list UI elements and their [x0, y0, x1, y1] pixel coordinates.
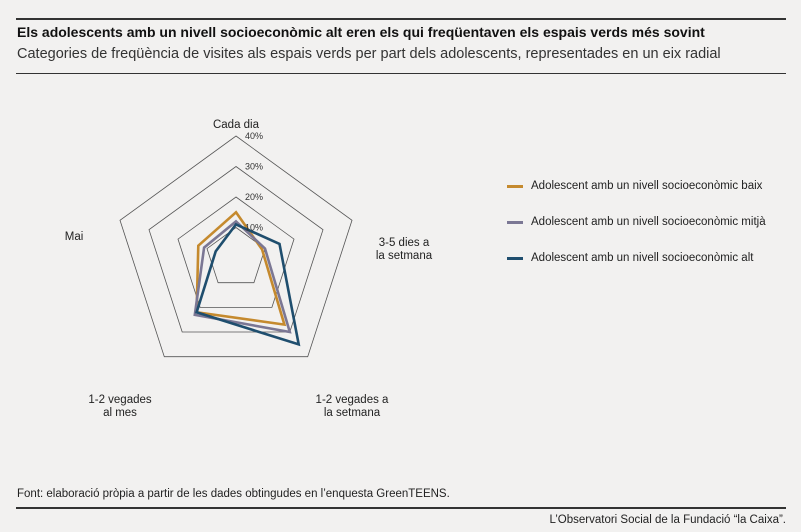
grid-ring-2	[177, 196, 295, 308]
legend-item-alt: Adolescent amb un nivell socioeconòmic a…	[507, 240, 766, 276]
chart-subtitle: Categories de freqüència de visites als …	[17, 46, 721, 62]
footer-rule	[16, 507, 786, 509]
legend-swatch-mitja	[507, 220, 523, 224]
tick-label-4: 40%	[245, 131, 263, 141]
legend-label-baix: Adolescent amb un nivell socioeconòmic b…	[531, 180, 763, 192]
series-line-2	[193, 219, 292, 334]
legend-label-alt: Adolescent amb un nivell socioeconòmic a…	[531, 252, 754, 264]
tick-label-3: 30%	[245, 162, 263, 172]
radar-tick-labels: 10% 20% 30% 40%	[245, 131, 263, 233]
source-note: Font: elaboració pròpia a partir de les …	[17, 488, 450, 500]
credit: L’Observatori Social de la Fundació “la …	[549, 514, 786, 526]
legend-swatch-alt	[507, 256, 523, 260]
radar-axis-labels: Cada dia 3-5 dies a la setmana 1-2 vegades …	[65, 119, 433, 419]
grid-ring-3	[148, 166, 324, 333]
top-rule	[16, 18, 786, 20]
chart-title: Els adolescents amb un nivell socioeconò…	[17, 24, 705, 40]
legend: Adolescent amb un nivell socioeconòmic b…	[507, 168, 766, 276]
legend-swatch-baix	[507, 184, 523, 188]
axis-label-5: Mai	[65, 231, 84, 243]
header-rule	[16, 73, 786, 74]
tick-label-1: 10%	[245, 223, 263, 233]
grid-ring-4	[119, 135, 353, 358]
axis-label-1: Cada dia	[213, 119, 260, 131]
axis-label-3: 1-2 vegades a la setmana	[316, 394, 389, 419]
legend-item-mitja: Adolescent amb un nivell socioeconòmic m…	[507, 204, 766, 240]
series-line-3	[194, 222, 301, 347]
radar-series	[193, 210, 301, 347]
legend-label-mitja: Adolescent amb un nivell socioeconòmic m…	[531, 216, 766, 228]
legend-item-baix: Adolescent amb un nivell socioeconòmic b…	[507, 168, 766, 204]
axis-label-2: 3-5 dies a la setmana	[376, 237, 433, 262]
tick-label-2: 20%	[245, 192, 263, 202]
axis-label-4: 1-2 vegades al mes	[88, 394, 152, 419]
